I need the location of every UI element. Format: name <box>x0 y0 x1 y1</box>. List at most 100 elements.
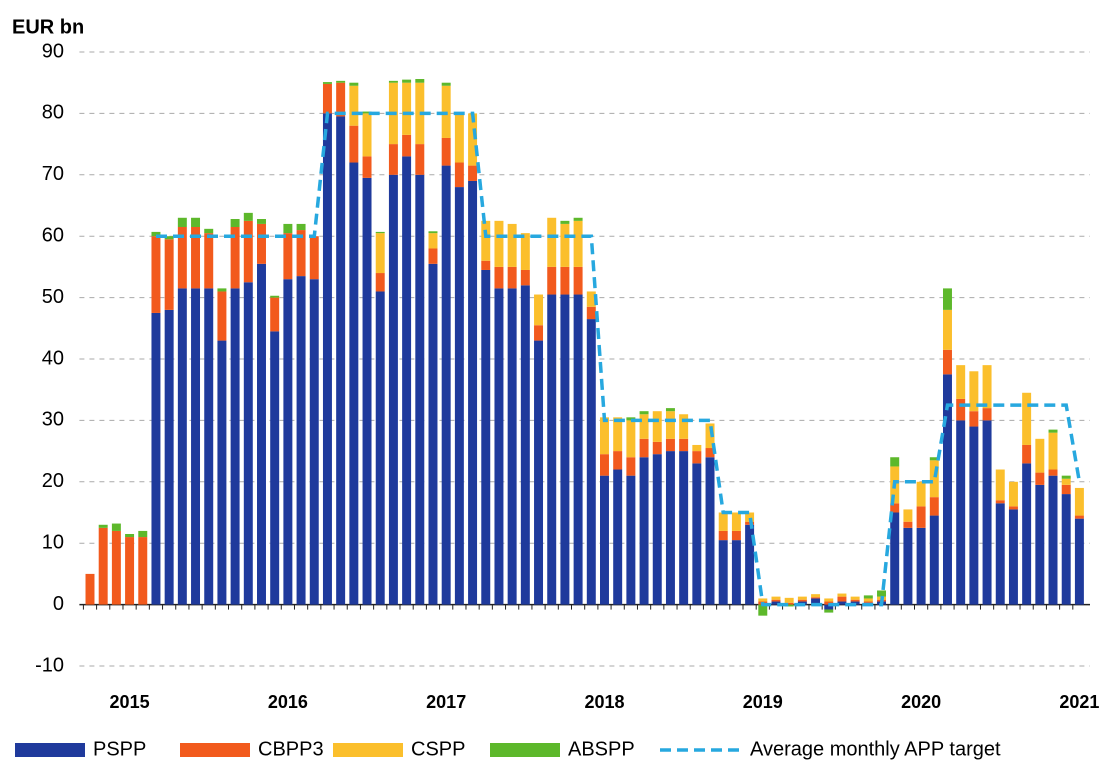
bar-segment <box>929 460 939 498</box>
bar-segment <box>98 524 108 528</box>
bar-segment <box>903 527 913 605</box>
bar-segment <box>890 512 900 605</box>
bar-segment <box>626 475 636 605</box>
bar-segment <box>1048 429 1058 433</box>
bar-segment <box>982 365 992 409</box>
bar-segment <box>217 291 227 341</box>
bar-segment <box>164 309 174 605</box>
bar-segment <box>494 266 504 289</box>
bar-segment <box>468 113 478 166</box>
bar-segment <box>639 414 649 439</box>
bar-segment <box>1008 481 1018 507</box>
bar-segment <box>573 294 583 605</box>
bar-segment <box>679 438 689 452</box>
bar-segment <box>349 82 359 86</box>
bar-segment <box>243 282 253 605</box>
bar-segment <box>600 454 609 476</box>
bar-segment <box>560 223 570 267</box>
bar-segment <box>428 248 438 264</box>
bar-segment <box>916 506 926 528</box>
bar-segment <box>639 457 649 605</box>
bar-segment <box>547 266 557 295</box>
bar-segment <box>626 457 636 476</box>
y-tick-label: 70 <box>42 163 64 185</box>
x-tick-label: 2017 <box>426 692 466 712</box>
bar-segment <box>283 279 293 605</box>
legend-swatch <box>15 743 85 757</box>
legend-label: Average monthly APP target <box>750 738 1001 760</box>
bar-segment <box>863 595 873 599</box>
bar-segment <box>718 540 728 605</box>
bar-segment <box>441 82 451 86</box>
bar-segment <box>257 223 266 264</box>
bar-segment <box>731 512 741 531</box>
bar-segment <box>824 609 834 613</box>
bar-segment <box>560 266 570 295</box>
bar-segment <box>481 220 491 261</box>
bar-segment <box>520 233 530 270</box>
bar-segment <box>797 596 807 600</box>
bar-segment <box>1061 484 1071 495</box>
bar-segment <box>731 530 741 541</box>
bar-segment <box>665 438 675 452</box>
bar-segment <box>454 162 464 188</box>
bar-segment <box>336 116 346 605</box>
bar-segment <box>507 223 517 267</box>
bar-segment <box>402 82 412 135</box>
bar-segment <box>600 475 609 605</box>
bar-segment <box>164 239 174 310</box>
bar-segment <box>481 269 491 605</box>
x-tick-label: 2018 <box>584 692 624 712</box>
bar-segment <box>1061 494 1071 605</box>
bar-segment <box>362 177 372 605</box>
y-tick-label: 40 <box>42 347 64 369</box>
bar-segment <box>797 599 807 602</box>
bar-segment <box>1035 484 1045 605</box>
bar-segment <box>718 512 728 531</box>
y-tick-label: 0 <box>53 593 64 615</box>
bar-segment <box>402 156 412 605</box>
bar-segment <box>771 601 781 605</box>
bar-segment <box>877 590 887 597</box>
bar-segment <box>125 537 135 605</box>
bar-segment <box>534 325 544 341</box>
bar-segment <box>626 420 636 458</box>
bar-segment <box>692 444 702 452</box>
bar-segment <box>151 236 161 313</box>
bar-segment <box>929 515 939 605</box>
y-tick-label: 60 <box>42 224 64 246</box>
bar-segment <box>191 226 201 289</box>
bar-segment <box>336 82 346 117</box>
bar-segment <box>230 226 240 289</box>
bar-segment <box>125 533 135 538</box>
bar-segment <box>204 233 214 289</box>
bar-segment <box>837 601 847 605</box>
bar-segment <box>204 228 214 234</box>
bar-segment <box>415 174 425 605</box>
bar-segment <box>929 457 939 461</box>
bar-segment <box>969 411 979 427</box>
bar-segment <box>1022 444 1032 464</box>
bar-segment <box>138 537 148 605</box>
bar-segment <box>1074 518 1084 605</box>
bar-segment <box>349 162 359 605</box>
legend-label: ABSPP <box>568 738 635 760</box>
bar-segment <box>1008 509 1018 605</box>
bar-segment <box>916 527 926 605</box>
bar-segment <box>441 137 451 166</box>
bar-segment <box>428 233 438 249</box>
legend-label: CSPP <box>411 738 465 760</box>
bar-segment <box>1035 472 1045 485</box>
bar-segment <box>560 294 570 605</box>
bar-segment <box>573 217 583 221</box>
target-line <box>156 111 1082 607</box>
bar-segment <box>388 174 398 605</box>
legend-swatch <box>490 743 560 757</box>
bar-segment <box>995 500 1005 504</box>
bar-segment <box>982 420 992 605</box>
bar-segment <box>534 294 544 326</box>
bar-segment <box>679 414 689 439</box>
legend-swatch <box>333 743 403 757</box>
bar-segment <box>705 448 715 458</box>
